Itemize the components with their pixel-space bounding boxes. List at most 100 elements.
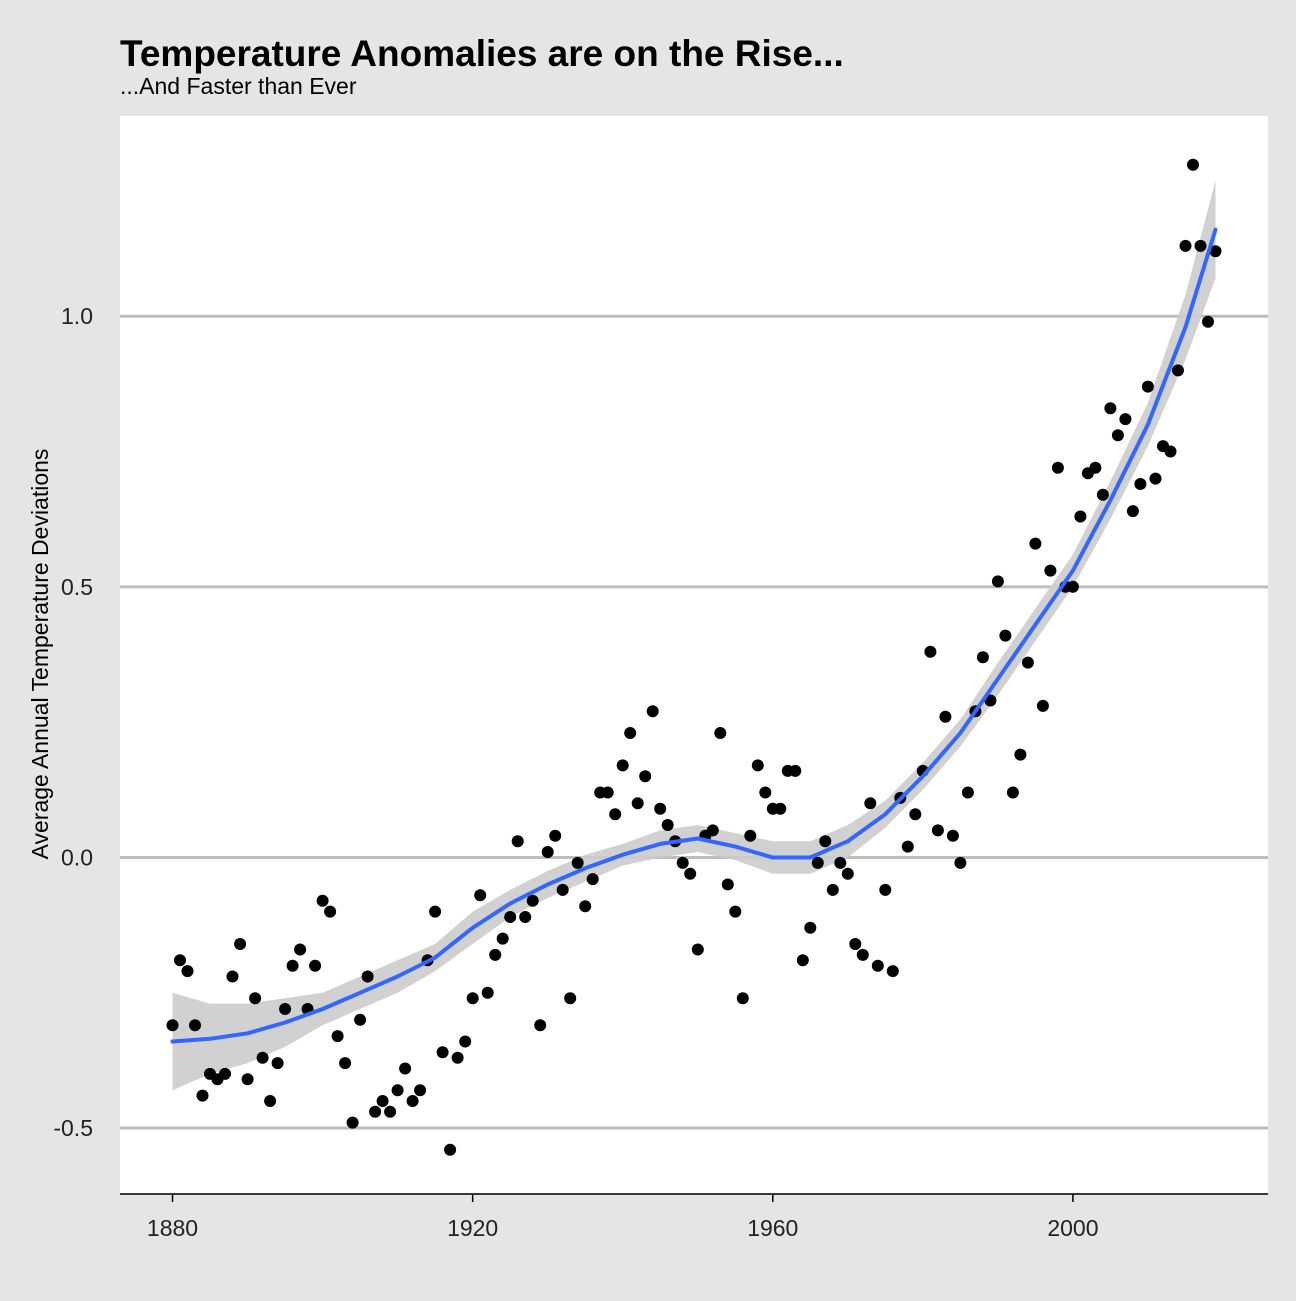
data-point <box>1111 429 1124 442</box>
data-point <box>1074 510 1087 523</box>
data-point <box>931 824 944 837</box>
data-point <box>444 1143 457 1156</box>
data-point <box>901 840 914 853</box>
data-point <box>166 1019 179 1032</box>
y-tick-label: 0.0 <box>61 844 93 870</box>
data-point <box>1021 656 1034 669</box>
data-point <box>226 970 239 983</box>
data-point <box>759 786 772 799</box>
data-point <box>1089 461 1102 474</box>
data-point <box>654 802 667 815</box>
data-point <box>571 856 584 869</box>
data-point <box>331 1030 344 1043</box>
data-point <box>886 965 899 978</box>
data-point <box>376 1095 389 1107</box>
data-point <box>796 954 809 967</box>
data-point <box>826 883 839 896</box>
data-point <box>1066 580 1079 593</box>
data-point <box>286 959 299 972</box>
data-point <box>429 905 442 918</box>
data-point <box>474 889 487 902</box>
data-point <box>1126 505 1139 518</box>
data-point <box>999 629 1012 642</box>
data-point <box>354 1013 367 1026</box>
data-point <box>976 651 989 664</box>
data-point <box>496 932 509 945</box>
data-point <box>541 846 554 858</box>
x-tick-label: 1880 <box>147 1215 198 1241</box>
data-point <box>316 894 329 907</box>
smooth-line-layer <box>170 227 1218 1044</box>
data-point <box>1164 445 1177 458</box>
data-point <box>1036 699 1049 712</box>
data-point <box>834 856 847 869</box>
data-point <box>909 808 922 821</box>
data-point <box>174 954 186 967</box>
data-point <box>676 856 689 869</box>
data-point <box>309 959 322 972</box>
data-point <box>789 764 802 777</box>
data-point <box>684 867 697 880</box>
data-point <box>804 921 817 934</box>
data-point <box>661 819 674 831</box>
data-point <box>819 835 832 848</box>
data-point <box>324 905 337 918</box>
data-point <box>436 1046 449 1059</box>
data-point <box>196 1089 209 1102</box>
data-point <box>961 786 974 799</box>
data-point <box>946 829 959 842</box>
data-point <box>256 1051 269 1064</box>
data-point <box>729 905 742 918</box>
data-point <box>646 705 659 718</box>
data-point <box>294 943 307 956</box>
data-point <box>271 1057 284 1070</box>
data-point <box>361 970 374 983</box>
y-axis-ticks: -0.5 0.0 0.5 1.0 <box>53 303 93 1141</box>
data-point <box>241 1073 254 1086</box>
data-point <box>841 867 854 880</box>
data-point <box>744 829 757 842</box>
data-point <box>1014 748 1027 761</box>
data-point <box>1096 488 1109 501</box>
data-point <box>1044 564 1057 577</box>
data-point <box>609 808 622 821</box>
data-point <box>639 770 652 783</box>
data-point <box>631 797 644 810</box>
data-point <box>414 1084 427 1097</box>
data-point <box>624 727 637 739</box>
data-point <box>459 1035 472 1048</box>
data-point <box>1149 472 1162 485</box>
data-point <box>616 759 629 772</box>
data-point <box>849 938 862 950</box>
data-point <box>1187 158 1199 171</box>
data-point <box>406 1095 419 1107</box>
data-point <box>706 824 719 837</box>
y-tick-label: -0.5 <box>53 1115 93 1141</box>
data-point <box>339 1057 352 1070</box>
data-point <box>451 1051 464 1064</box>
y-axis-label: Average Annual Temperature Deviations <box>27 449 53 860</box>
data-point <box>234 938 247 950</box>
data-point <box>1029 537 1042 550</box>
data-point <box>549 829 562 842</box>
data-point <box>1209 245 1222 258</box>
y-tick-label: 0.5 <box>61 574 93 600</box>
data-point <box>774 802 787 815</box>
x-axis-ticks: 1880 1920 1960 2000 <box>147 1194 1099 1241</box>
data-point <box>264 1095 277 1107</box>
data-point <box>1202 315 1214 328</box>
data-point <box>511 835 524 848</box>
data-point <box>384 1105 397 1118</box>
data-point <box>249 992 262 1005</box>
data-point <box>924 645 937 658</box>
data-point <box>1194 239 1207 252</box>
data-point <box>391 1084 404 1097</box>
data-point <box>879 883 892 896</box>
data-point <box>1141 380 1154 393</box>
data-point <box>369 1105 382 1118</box>
x-tick-label: 1920 <box>447 1215 498 1241</box>
smooth-trend-line <box>170 227 1218 1044</box>
data-point <box>751 759 764 772</box>
data-point <box>1119 413 1132 426</box>
